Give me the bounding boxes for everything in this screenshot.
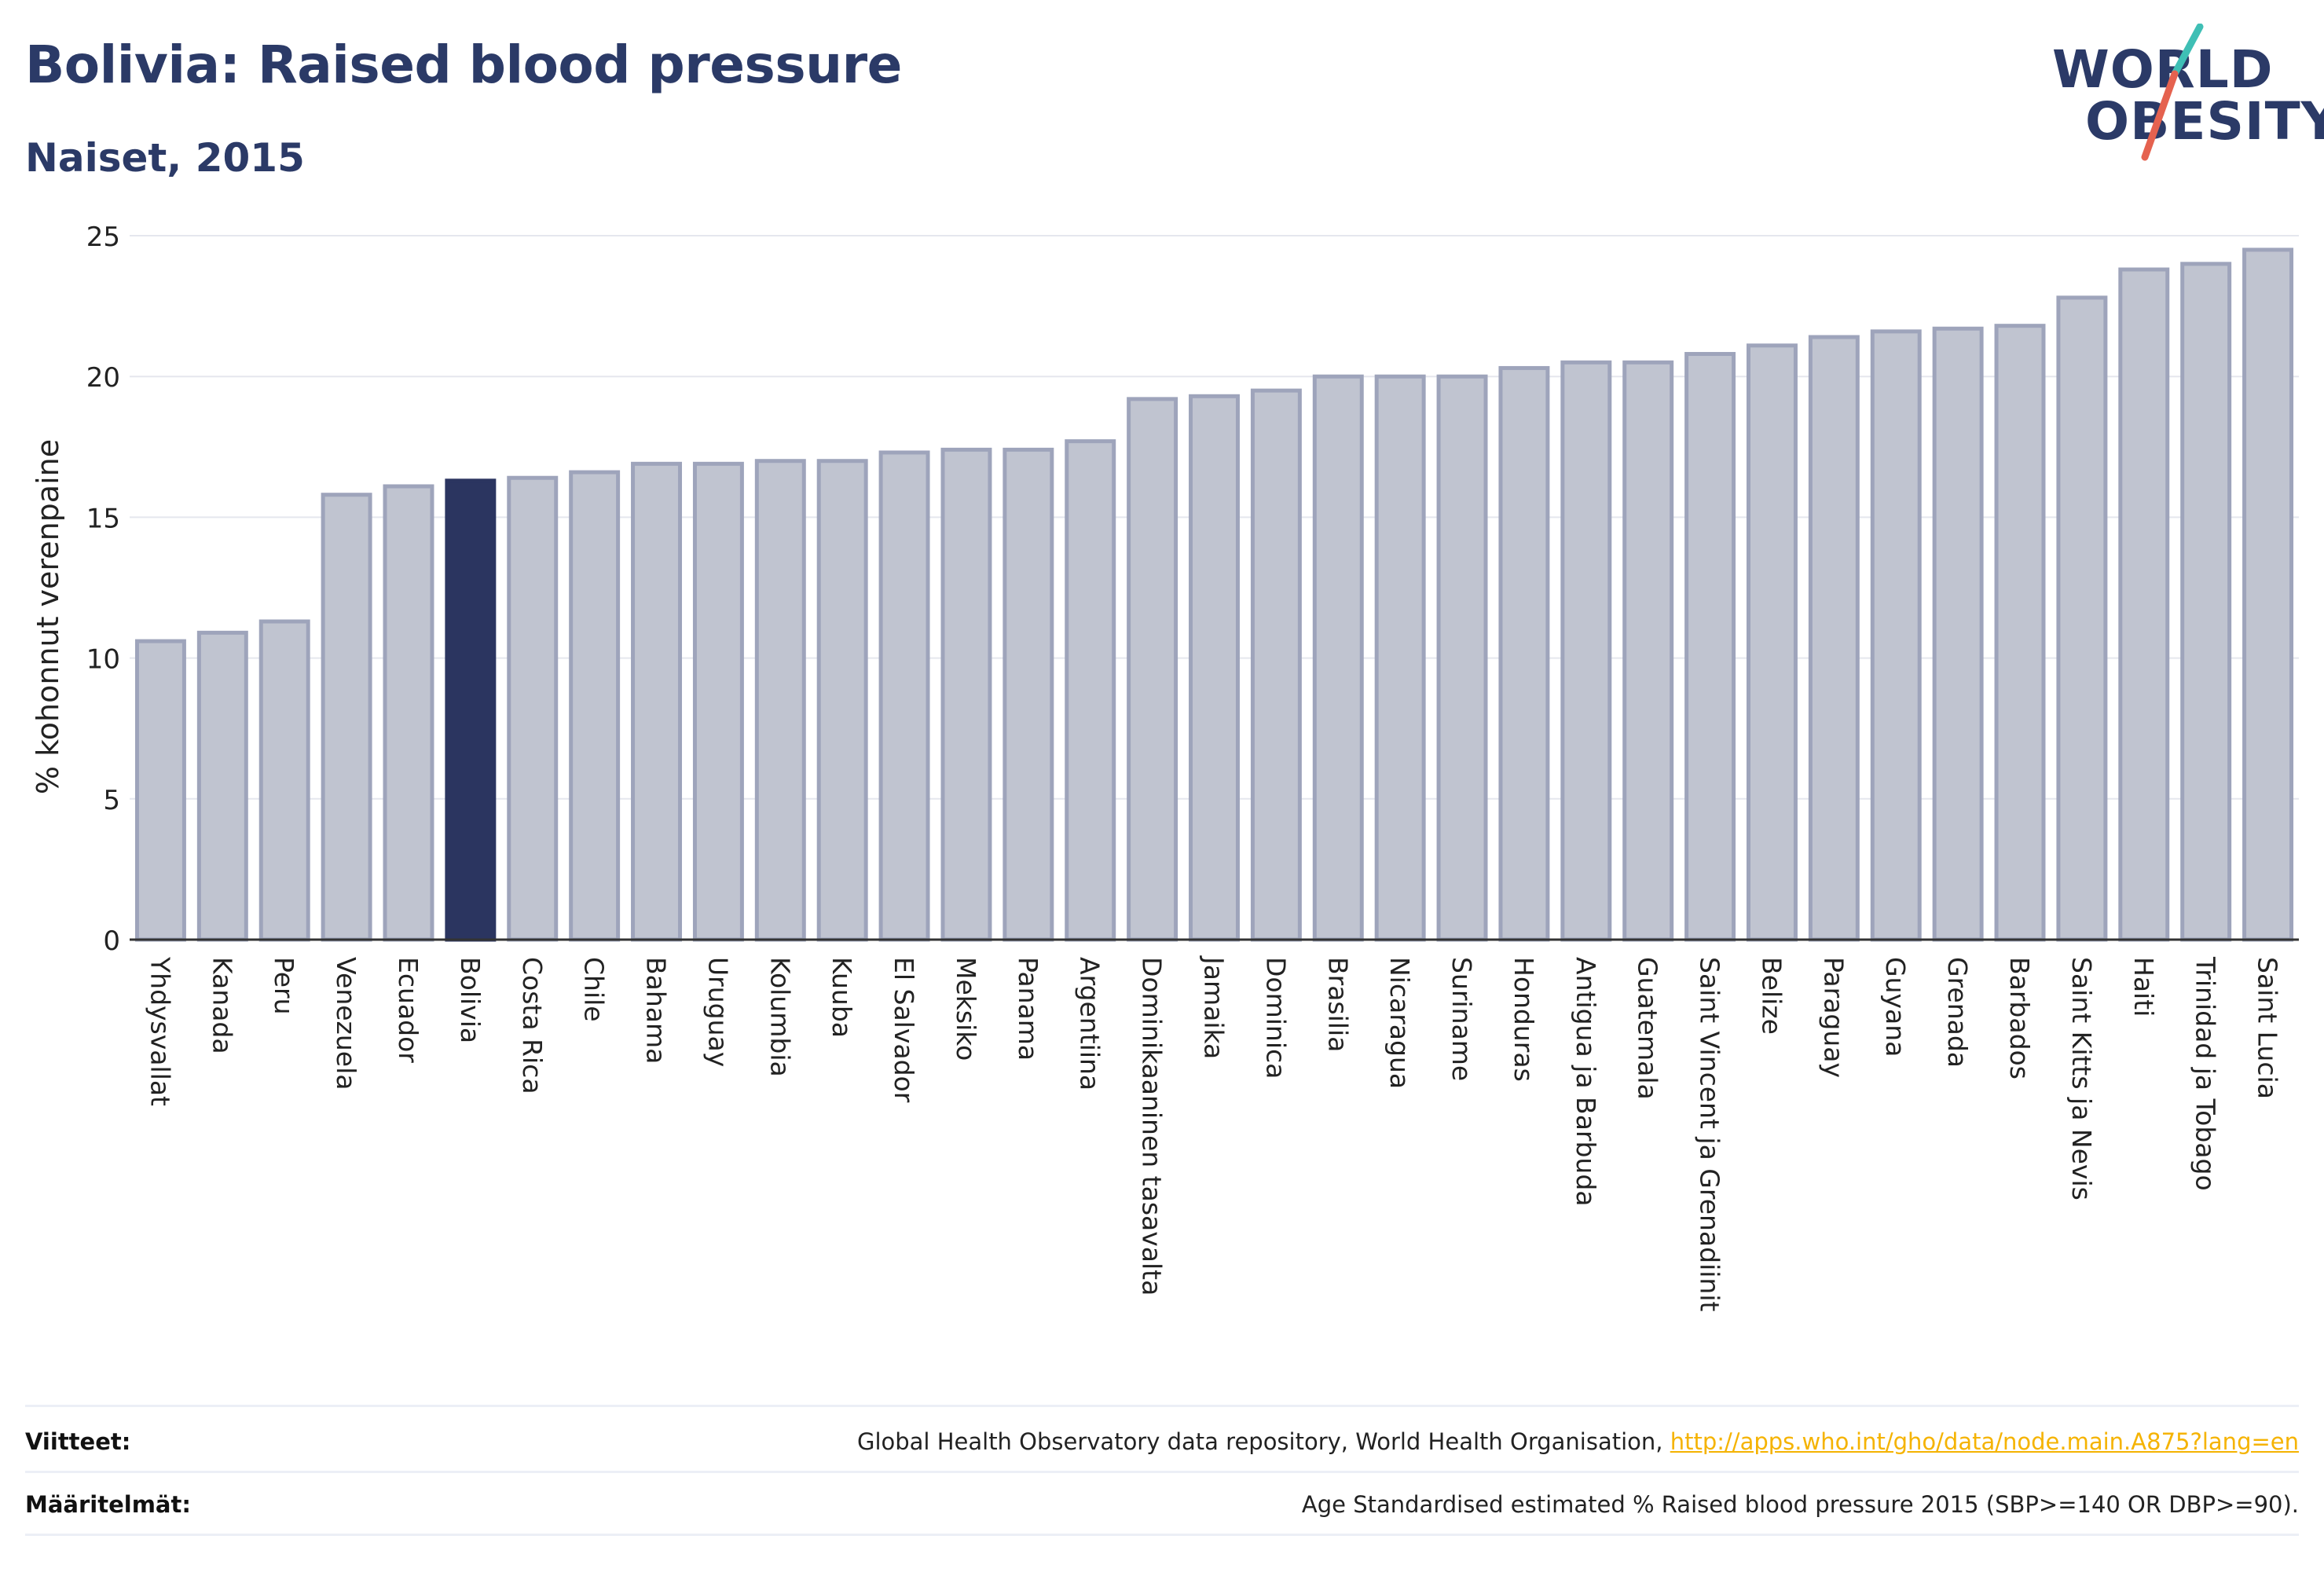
bar-barbados: [1994, 324, 2046, 942]
y-tick-label: 25: [86, 222, 120, 253]
chart-subtitle: Naiset, 2015: [25, 135, 305, 181]
x-tick-label: Trinidad ja Tobago: [2190, 956, 2221, 1191]
bar-panama: [1003, 447, 1054, 942]
x-tick-label: Kolumbia: [764, 957, 795, 1077]
bar-venezuela: [321, 493, 372, 942]
bar-meksiko: [940, 447, 992, 942]
bar-bolivia: [445, 478, 497, 942]
bar-chile: [569, 470, 621, 942]
x-tick-label: Guyana: [1880, 957, 1911, 1057]
bar-el-salvador: [878, 450, 930, 942]
x-tick-label: Costa Rica: [517, 957, 548, 1094]
x-tick-label: Yhdysvallat: [145, 956, 175, 1106]
y-tick-label: 10: [86, 644, 120, 676]
footer-divider-bottom: [25, 1534, 2299, 1536]
x-axis-ticks: Yhdysvallat Kanada Peru Venezuela Ecuador Bol…: [145, 955, 2282, 1312]
bar-dominikaaninen-tasavalta: [1127, 397, 1178, 942]
x-tick-label: Kuuba: [827, 957, 857, 1038]
x-tick-label: Grenada: [1942, 957, 1973, 1068]
x-tick-label: Guatemala: [1633, 957, 1663, 1100]
bar-argentiina: [1065, 439, 1116, 942]
bar-honduras: [1498, 365, 1550, 942]
references-link[interactable]: http://apps.who.int/gho/data/node.main.A…: [1670, 1428, 2299, 1455]
bar-kanada: [196, 630, 248, 942]
bar-haiti: [2118, 267, 2170, 942]
x-tick-label: Haiti: [2128, 957, 2159, 1017]
x-tick-label: Paraguay: [1818, 957, 1849, 1078]
bar-costa-rica: [507, 475, 559, 942]
definitions-label: Määritelmät:: [25, 1491, 191, 1518]
y-tick-label: 5: [103, 785, 120, 816]
x-tick-label: Barbados: [2004, 957, 2035, 1079]
references-label: Viitteet:: [25, 1428, 131, 1455]
logo-line2: OBESITY: [2085, 91, 2324, 152]
y-tick-label: 0: [103, 925, 120, 957]
references-text: Global Health Observatory data repositor…: [856, 1428, 1670, 1455]
bar-trinidad-ja-tobago: [2180, 262, 2232, 942]
x-tick-label: Saint Kitts ja Nevis: [2066, 957, 2097, 1200]
bar-antigua-ja-barbuda: [1560, 360, 1612, 942]
bar-grenada: [1932, 326, 1984, 942]
x-tick-label: Dominikaaninen tasavalta: [1137, 957, 1167, 1296]
x-tick-label: Bolivia: [455, 957, 486, 1043]
bar-dominica: [1250, 388, 1302, 942]
bar-jamaika: [1189, 394, 1240, 942]
x-tick-label: Bahama: [641, 957, 672, 1064]
bar-kolumbia: [754, 459, 806, 942]
bar-ecuador: [383, 484, 434, 942]
x-tick-label: Uruguay: [702, 957, 733, 1067]
bar-paraguay: [1808, 335, 1860, 942]
x-tick-label: Belize: [1756, 957, 1787, 1035]
logo-line1: WORLD: [2052, 39, 2274, 100]
x-tick-label: Chile: [579, 957, 610, 1022]
x-tick-label: Kanada: [207, 957, 237, 1054]
bar-saint-vincent-ja-grenadiinit: [1684, 352, 1736, 942]
x-tick-label: Argentiina: [1075, 957, 1105, 1090]
bar-chart: 0 5 10 15 20 25 Yhdysvallat Kanada Peru Venezuel…: [31, 222, 2299, 1312]
bar-guyana: [1870, 329, 1922, 942]
x-tick-label: Saint Lucia: [2253, 957, 2283, 1099]
x-tick-label: Venezuela: [331, 957, 361, 1090]
x-tick-label: Panama: [1013, 957, 1043, 1061]
bar-saint-kitts-ja-nevis: [2056, 295, 2108, 942]
chart-bars: [134, 247, 2294, 942]
x-tick-label: Brasilia: [1322, 957, 1353, 1052]
x-tick-label: Dominica: [1260, 957, 1291, 1079]
x-tick-label: Suriname: [1446, 957, 1477, 1081]
bar-peru: [258, 619, 310, 942]
y-tick-label: 20: [86, 362, 120, 394]
x-tick-label: Saint Vincent ja Grenadiinit: [1695, 957, 1725, 1312]
bar-brasilia: [1312, 374, 1364, 942]
bar-suriname: [1436, 374, 1488, 942]
page-title: Bolivia: Raised blood pressure: [25, 35, 902, 95]
y-axis-label: % kohonnut verenpaine: [31, 439, 65, 794]
bar-guatemala: [1622, 360, 1674, 942]
x-tick-label: Antigua ja Barbuda: [1571, 957, 1601, 1207]
footer-references-row: Viitteet: Global Health Observatory data…: [25, 1411, 2299, 1472]
bar-kuuba: [816, 459, 868, 942]
x-tick-label: Nicaragua: [1384, 957, 1415, 1089]
bar-uruguay: [692, 461, 744, 942]
x-tick-label: Peru: [269, 957, 299, 1015]
x-tick-label: Ecuador: [393, 957, 423, 1063]
x-tick-label: Meksiko: [951, 957, 981, 1061]
bar-yhdysvallat: [134, 639, 186, 942]
footer-definitions-row: Määritelmät: Age Standardised estimated …: [25, 1474, 2299, 1535]
x-tick-label: El Salvador: [889, 957, 919, 1103]
world-obesity-logo: WORLD OBESITY: [2043, 24, 2324, 165]
bar-belize: [1746, 343, 1798, 942]
bar-bahama: [631, 461, 683, 942]
footer-divider-middle: [25, 1471, 2299, 1473]
footer-divider-top: [25, 1405, 2299, 1407]
references-value: Global Health Observatory data repositor…: [857, 1428, 2299, 1455]
bar-nicaragua: [1374, 374, 1426, 942]
y-axis-ticks: 0 5 10 15 20 25: [86, 222, 120, 957]
logo-slash-icon: [2141, 24, 2204, 161]
x-tick-label: Jamaika: [1199, 955, 1230, 1059]
x-tick-label: Honduras: [1508, 957, 1539, 1082]
bar-saint-lucia: [2242, 247, 2294, 942]
y-tick-label: 15: [86, 503, 120, 534]
definitions-value: Age Standardised estimated % Raised bloo…: [1301, 1491, 2299, 1518]
